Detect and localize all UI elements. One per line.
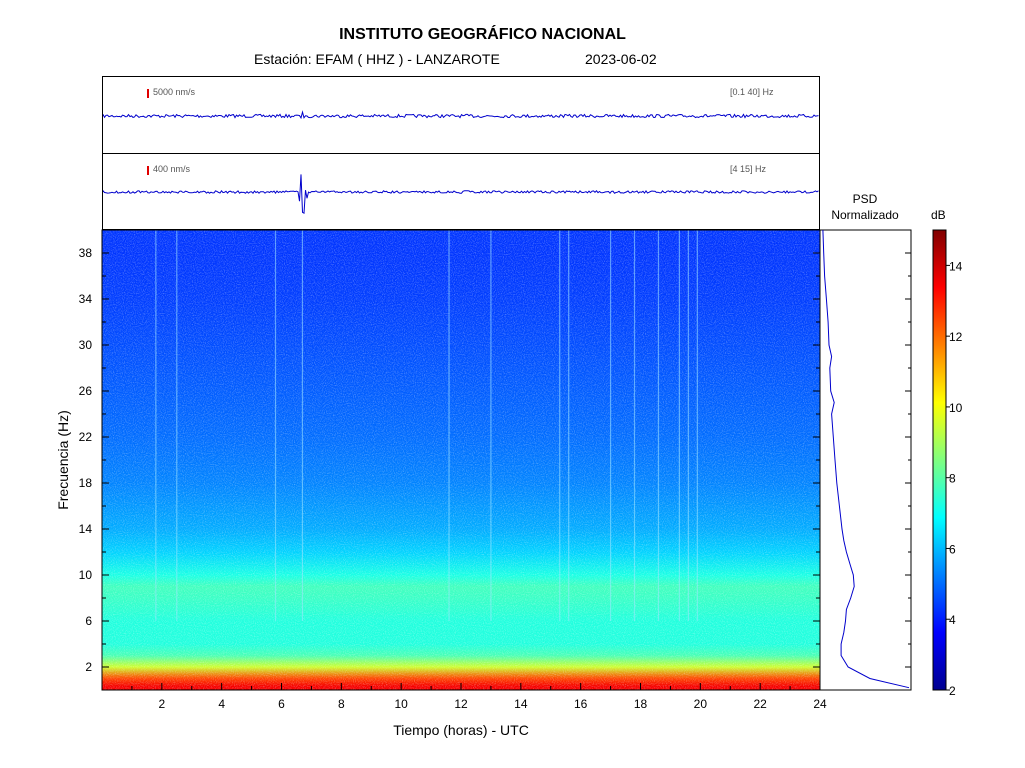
scale-bar-broadband xyxy=(147,89,149,98)
x-tick-label: 10 xyxy=(394,697,408,711)
y-tick-label: 2 xyxy=(85,660,92,674)
x-axis-title: Tiempo (horas) - UTC xyxy=(393,722,529,738)
colorbar-scale xyxy=(932,229,947,691)
spectrogram-noise xyxy=(102,230,820,690)
page-title: INSTITUTO GEOGRÁFICO NACIONAL xyxy=(339,26,626,43)
x-tick-label: 2 xyxy=(158,697,165,711)
psd-title-line1: PSD xyxy=(852,192,878,206)
psd-frame xyxy=(819,229,912,691)
band-label-broadband: [0.1 40] Hz xyxy=(730,87,774,97)
scale-label-filtered: 400 nm/s xyxy=(153,164,191,174)
x-tick-label: 18 xyxy=(634,697,648,711)
x-tick-label: 8 xyxy=(338,697,345,711)
y-tick-label: 10 xyxy=(79,568,93,582)
trace-panel-filtered: 400 nm/s [4 15] Hz xyxy=(102,153,820,230)
seismogram-trace-filtered xyxy=(103,174,819,215)
colorbar-tick-label: 14 xyxy=(949,259,963,273)
y-tick-label: 34 xyxy=(79,292,93,306)
x-tick-label: 12 xyxy=(454,697,468,711)
colorbar-tick-label: 10 xyxy=(949,401,963,415)
station-label: Estación: EFAM ( HHZ ) - LANZAROTE xyxy=(254,51,500,67)
psd-panel xyxy=(819,229,912,691)
x-tick-label: 4 xyxy=(218,697,225,711)
spectrogram-heatmap xyxy=(101,229,821,691)
x-tick-label: 22 xyxy=(753,697,767,711)
colorbar-tick-label: 2 xyxy=(949,684,956,698)
x-tick-label: 24 xyxy=(813,697,827,711)
x-tick-label: 20 xyxy=(694,697,708,711)
seismogram-trace-broadband xyxy=(103,110,819,120)
y-tick-label: 30 xyxy=(79,338,93,352)
psd-title: PSD Normalizado xyxy=(822,191,908,223)
colorbar-tick-label: 6 xyxy=(949,542,956,556)
colorbar-tick-label: 8 xyxy=(949,472,956,486)
x-tick-label: 6 xyxy=(278,697,285,711)
y-tick-label: 26 xyxy=(79,384,93,398)
psd-title-line2: Normalizado xyxy=(831,208,899,222)
psd-curve xyxy=(822,229,910,689)
y-tick-label: 6 xyxy=(85,614,92,628)
x-tick-label: 14 xyxy=(514,697,528,711)
time-axis: 2 4 6 8 10 12 14 16 18 20 22 24 xyxy=(131,683,827,711)
y-tick-label: 14 xyxy=(79,522,93,536)
date-label: 2023-06-02 xyxy=(585,51,657,67)
y-tick-label: 38 xyxy=(79,246,93,260)
scale-bar-filtered xyxy=(147,166,149,175)
band-label-filtered: [4 15] Hz xyxy=(730,164,767,174)
colorbar-tick-label: 4 xyxy=(949,613,956,627)
scale-label-broadband: 5000 nm/s xyxy=(153,87,196,97)
trace-panel-broadband: 5000 nm/s [0.1 40] Hz xyxy=(102,76,820,154)
y-tick-label: 18 xyxy=(79,476,93,490)
x-tick-label: 16 xyxy=(574,697,588,711)
y-tick-label: 22 xyxy=(79,430,93,444)
colorbar: 2 4 6 8 10 12 14 xyxy=(932,229,963,698)
colorbar-tick-label: 12 xyxy=(949,330,963,344)
colorbar-unit-label: dB xyxy=(931,208,946,222)
y-axis-title: Frecuencia (Hz) xyxy=(55,410,71,510)
